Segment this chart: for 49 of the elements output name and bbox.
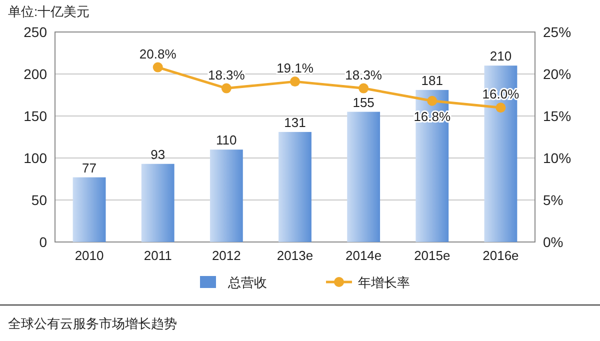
point	[221, 83, 232, 94]
text: 全球公有云服务市场增长趋势	[8, 316, 177, 331]
data-label: 77	[82, 160, 97, 176]
bar	[210, 150, 243, 242]
bar	[484, 66, 518, 242]
data-label: 16.8%	[414, 108, 452, 124]
data-label: 18.3%	[345, 67, 382, 82]
bar	[347, 112, 380, 242]
point	[358, 83, 369, 94]
bar	[278, 132, 312, 242]
data-label: 18.3%	[208, 67, 246, 82]
data-label: 155	[352, 94, 374, 110]
x-tick-label: 2010	[74, 248, 104, 263]
y-tick-label: 200	[24, 66, 48, 82]
bar	[416, 90, 449, 242]
point	[496, 102, 506, 113]
data-label: 181	[421, 72, 443, 88]
x-tick-label: 2016e	[482, 248, 519, 263]
y2-tick-label: 10%	[543, 150, 572, 166]
y-tick-label: 250	[24, 24, 48, 40]
y2-tick-label: 25%	[543, 24, 572, 40]
y-tick-label: 100	[24, 150, 48, 166]
bar	[72, 177, 106, 242]
point	[152, 62, 163, 72]
x-tick-label: 2012	[212, 248, 241, 263]
y2-tick-label: 15%	[543, 108, 572, 124]
data-label: 93	[150, 146, 166, 162]
data-label: 20.8%	[139, 46, 177, 62]
y-tick-label: 150	[24, 108, 48, 124]
legend-label: 年增长率	[358, 275, 410, 290]
y2-tick-label: 5%	[543, 192, 564, 208]
x-tick-label: 2015e	[414, 248, 450, 263]
y2-tick-label: 20%	[543, 66, 572, 82]
legend-label: 总营收	[227, 275, 267, 290]
chart-title: 单位:十亿美元	[8, 4, 90, 19]
data-label: 131	[284, 114, 306, 130]
data-label: 210	[490, 48, 512, 64]
y2-tick-label: 0%	[543, 234, 564, 250]
bar	[141, 164, 174, 242]
y-tick-label: 50	[31, 192, 48, 208]
data-label: 110	[216, 132, 237, 148]
x-tick-label: 2013e	[276, 248, 314, 263]
point	[290, 76, 300, 87]
data-label: 16.0%	[482, 86, 520, 102]
x-tick-label: 2014e	[345, 248, 382, 263]
y-tick-label: 0	[39, 234, 48, 250]
x-tick-label: 2011	[144, 248, 172, 263]
data-label: 19.1%	[276, 60, 314, 76]
point	[427, 96, 438, 106]
